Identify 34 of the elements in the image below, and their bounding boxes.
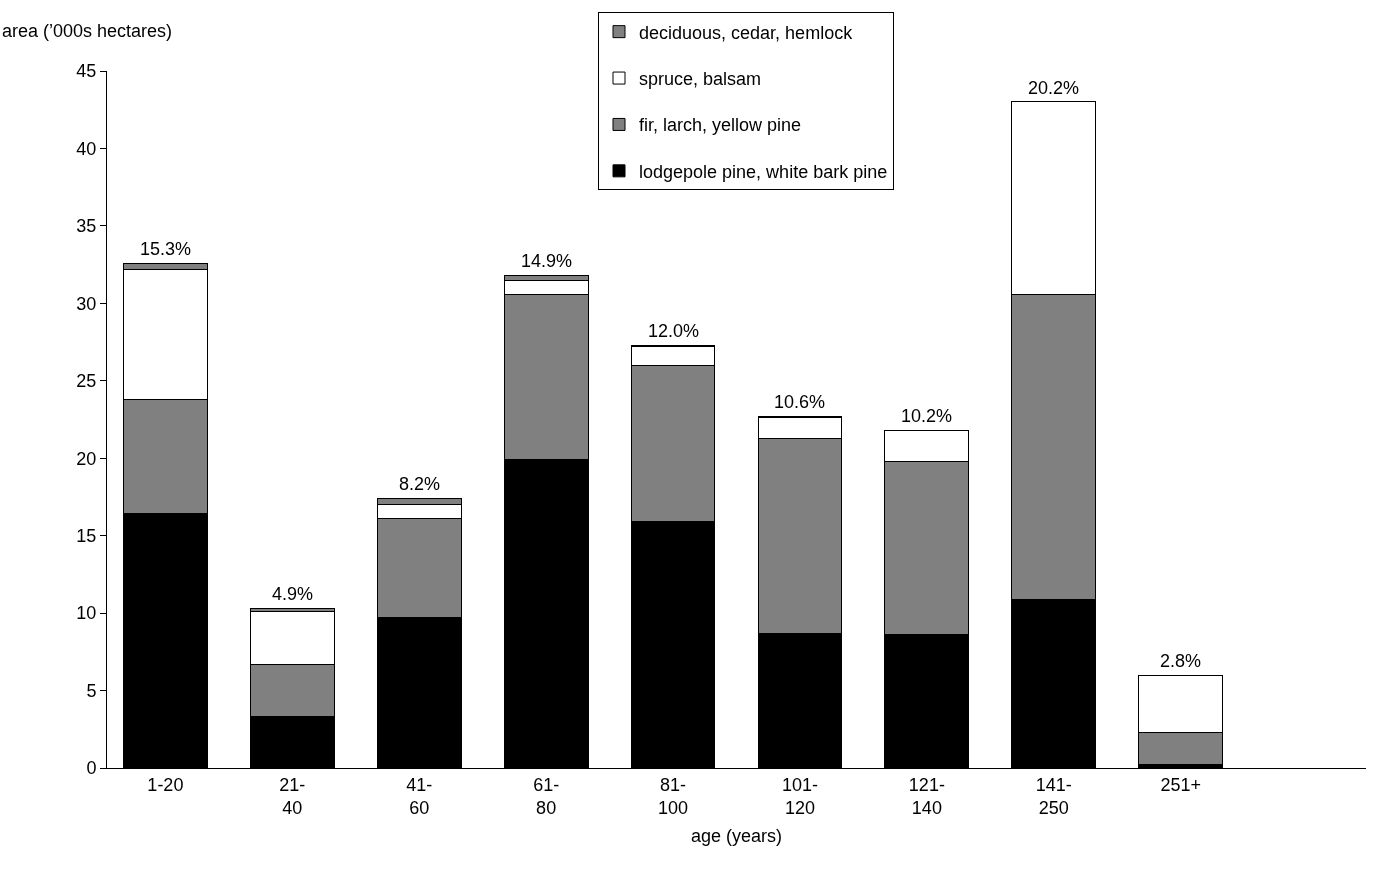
legend-label: spruce, balsam [639, 69, 762, 90]
y-tick-label: 15 [76, 525, 97, 546]
y-tick-label: 5 [86, 680, 97, 701]
x-tick-label: 41- 60 [406, 774, 433, 818]
x-tick-label: 1-20 [147, 774, 184, 795]
x-tick-label: 61- 80 [533, 774, 560, 818]
annotation: 14.9% [521, 251, 573, 271]
y-tick-label: 25 [76, 371, 97, 392]
annotation: 20.2% [1028, 78, 1080, 98]
annotation: 15.3% [140, 239, 192, 259]
y-tick-label: 10 [76, 603, 97, 624]
y-tick-label: 35 [76, 216, 97, 237]
annotation: 12.0% [648, 321, 700, 341]
x-axis-title: age (years) [690, 826, 783, 847]
x-tick-label: 21- 40 [279, 774, 306, 818]
y-tick-label: 40 [76, 138, 97, 159]
x-tick-label: 81- 100 [658, 774, 689, 818]
x-tick-label: 101- 120 [781, 774, 818, 818]
x-tick-label: 251+ [1160, 774, 1201, 795]
x-tick-label: 121- 140 [908, 774, 945, 818]
annotation: 10.6% [774, 392, 826, 412]
y-tick-label: 30 [76, 293, 97, 314]
y-tick-label: 45 [76, 61, 97, 82]
legend-label: lodgepole pine, white bark pine [639, 161, 888, 182]
x-tick-label: 141- 250 [1035, 774, 1072, 818]
legend-label: deciduous, cedar, hemlock [639, 22, 854, 43]
annotation: 8.2% [399, 474, 441, 494]
annotation: 4.9% [272, 584, 314, 604]
annotation: 10.2% [901, 406, 953, 426]
legend-label: fir, larch, yellow pine [639, 115, 802, 136]
annotation: 2.8% [1160, 651, 1202, 671]
y-axis-title: area (’000s hectares) [2, 21, 173, 41]
y-tick-label: 20 [76, 448, 97, 469]
y-tick-label: 0 [86, 758, 97, 779]
